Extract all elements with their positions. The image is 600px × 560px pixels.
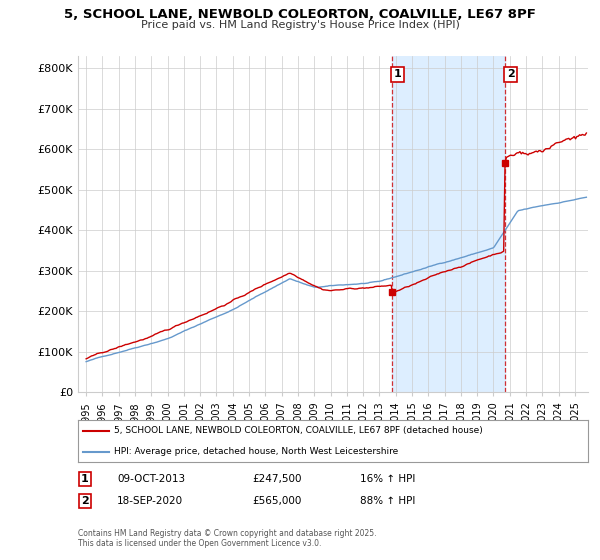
Text: 5, SCHOOL LANE, NEWBOLD COLEORTON, COALVILLE, LE67 8PF (detached house): 5, SCHOOL LANE, NEWBOLD COLEORTON, COALV… [114, 426, 482, 435]
Text: 1: 1 [81, 474, 89, 484]
Text: Contains HM Land Registry data © Crown copyright and database right 2025.: Contains HM Land Registry data © Crown c… [78, 529, 377, 538]
Text: 18-SEP-2020: 18-SEP-2020 [117, 496, 183, 506]
Bar [392, 56, 505, 392]
Text: HPI: Average price, detached house, North West Leicestershire: HPI: Average price, detached house, Nort… [114, 447, 398, 456]
Text: £247,500: £247,500 [252, 474, 302, 484]
Text: £565,000: £565,000 [252, 496, 301, 506]
Text: 2: 2 [81, 496, 89, 506]
Text: This data is licensed under the Open Government Licence v3.0.: This data is licensed under the Open Gov… [78, 539, 322, 548]
Text: 5, SCHOOL LANE, NEWBOLD COLEORTON, COALVILLE, LE67 8PF: 5, SCHOOL LANE, NEWBOLD COLEORTON, COALV… [64, 8, 536, 21]
Text: 2: 2 [507, 69, 515, 80]
Text: 09-OCT-2013: 09-OCT-2013 [117, 474, 185, 484]
Text: Price paid vs. HM Land Registry's House Price Index (HPI): Price paid vs. HM Land Registry's House … [140, 20, 460, 30]
Text: 16% ↑ HPI: 16% ↑ HPI [360, 474, 415, 484]
Text: 1: 1 [394, 69, 401, 80]
Text: 88% ↑ HPI: 88% ↑ HPI [360, 496, 415, 506]
